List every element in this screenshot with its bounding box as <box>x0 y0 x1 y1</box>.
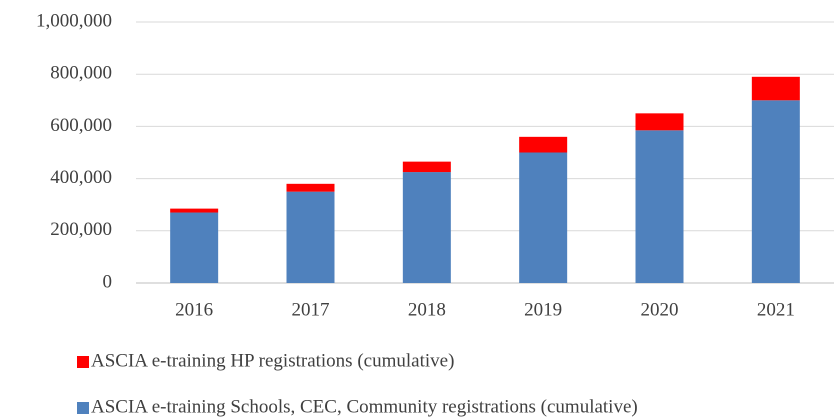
bar-segment <box>286 183 335 192</box>
x-tick-label: 2021 <box>757 299 795 320</box>
x-tick-label: 2020 <box>641 299 679 320</box>
bar-segment <box>751 100 800 283</box>
legend-label: ASCIA e-training HP registrations (cumul… <box>91 350 454 371</box>
x-tick-label: 2018 <box>408 299 446 320</box>
legend-swatch <box>77 402 89 414</box>
y-tick-label: 800,000 <box>50 63 112 84</box>
bar-segment <box>170 212 219 283</box>
y-tick-label: 1,000,000 <box>36 10 112 31</box>
legend-label: ASCIA e-training Schools, CEC, Community… <box>91 396 638 417</box>
bar-segment <box>286 191 335 283</box>
y-tick-label: 0 <box>103 271 113 292</box>
y-tick-label: 200,000 <box>50 219 112 240</box>
y-tick-label: 400,000 <box>50 167 112 188</box>
bar-segment <box>519 152 568 283</box>
x-tick-label: 2016 <box>175 299 213 320</box>
x-tick-label: 2019 <box>524 299 562 320</box>
bar-segment <box>519 136 568 153</box>
bar-segment <box>635 113 684 131</box>
x-tick-label: 2017 <box>292 299 330 320</box>
bar-segment <box>170 208 219 213</box>
bar-segment <box>635 130 684 283</box>
y-tick-label: 600,000 <box>50 115 112 136</box>
bar-segment <box>402 172 451 283</box>
bar-segment <box>751 76 800 101</box>
legend-swatch <box>77 356 89 368</box>
bar-segment <box>402 161 451 173</box>
